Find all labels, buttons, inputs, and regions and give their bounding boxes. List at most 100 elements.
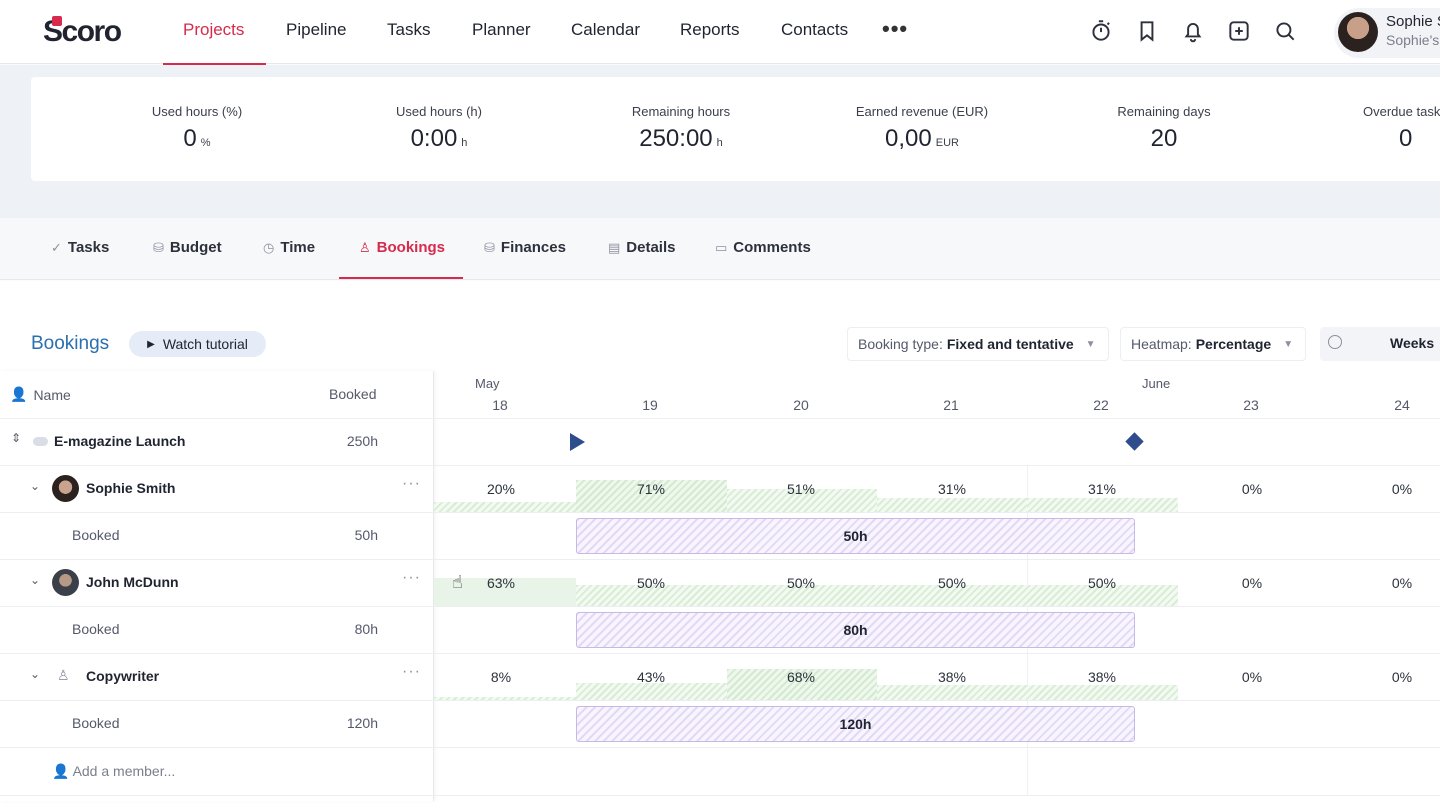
filter-value: Percentage (1195, 336, 1272, 352)
nav-contacts[interactable]: Contacts (781, 20, 849, 39)
member-row[interactable]: ⌄ Sophie Smith ··· (0, 465, 434, 512)
add-member-button[interactable]: 👤 Add a member... (52, 763, 175, 780)
heatmap-cell (877, 498, 1027, 512)
tab-budget[interactable]: ⛁ Budget (153, 239, 222, 256)
row-divider (0, 606, 1440, 607)
tab-active-indicator (339, 277, 463, 279)
view-selector[interactable]: Weeks (1320, 327, 1440, 361)
user-name: Sophie S (1386, 13, 1440, 30)
stat-label: Earned revenue (EUR) (855, 104, 989, 119)
add-person-icon: 👤 (52, 763, 70, 779)
percent-cell: 50% (636, 575, 666, 591)
member-row[interactable]: ⌄ John McDunn ··· (0, 559, 434, 606)
expand-collapse-icon[interactable]: ⇕ (11, 431, 22, 445)
nav-planner[interactable]: Planner (472, 20, 531, 39)
booked-label: Booked (72, 527, 120, 543)
project-tabs: ✓ Tasks ⛁ Budget ◷ Time ♙ Bookings ⛁ Finances… (0, 218, 1440, 280)
stat-remaining-hours: Remaining hours 250:00 h (581, 104, 781, 153)
zoom-out-icon[interactable] (1328, 335, 1342, 349)
booking-bar[interactable]: 120h (576, 706, 1135, 742)
percent-cell: 50% (1087, 575, 1117, 591)
booking-type-filter[interactable]: Booking type: Fixed and tentative ▼ (847, 327, 1109, 361)
stat-label: Remaining days (1117, 104, 1211, 119)
more-menu-button[interactable]: ••• (882, 16, 909, 41)
plus-square-icon[interactable] (1226, 18, 1252, 44)
percent-cell: 0% (1391, 575, 1413, 591)
row-menu-button[interactable]: ··· (402, 475, 421, 492)
week-label: 20 (793, 397, 809, 413)
avatar (52, 569, 79, 596)
add-person-icon: 👤 (10, 386, 28, 402)
week-label: 22 (1093, 397, 1109, 413)
booked-value: 80h (354, 621, 378, 637)
tab-tasks[interactable]: ✓ Tasks (51, 239, 109, 256)
search-icon[interactable] (1272, 18, 1298, 44)
booked-label: Booked (72, 621, 120, 637)
project-row[interactable]: ⇕ E-magazine Launch 250h (0, 418, 434, 465)
cloud-icon (33, 437, 48, 446)
chevron-down-icon[interactable]: ⌄ (30, 573, 41, 587)
row-menu-button[interactable]: ··· (402, 663, 421, 680)
nav-reports[interactable]: Reports (680, 20, 740, 39)
week-label: 19 (642, 397, 658, 413)
member-row[interactable]: ⌄ ♙ Copywriter ··· (0, 653, 434, 700)
row-menu-button[interactable]: ··· (402, 569, 421, 586)
nav-tasks[interactable]: Tasks (387, 20, 431, 39)
top-navigation: Scoro Projects Pipeline Tasks Planner Ca… (0, 0, 1440, 65)
heatmap-cell (1027, 498, 1178, 512)
watch-tutorial-button[interactable]: ▶ Watch tutorial (129, 331, 266, 357)
heatmap-cell (576, 683, 727, 700)
booking-bar[interactable]: 50h (576, 518, 1135, 554)
row-divider (0, 418, 1440, 419)
stat-label: Overdue task (1363, 104, 1440, 119)
booked-label: Booked (72, 715, 120, 731)
bell-icon[interactable] (1180, 18, 1206, 44)
row-divider (0, 795, 1440, 796)
tab-comments[interactable]: ▭ Comments (715, 239, 811, 256)
heatmap-cell (727, 669, 877, 700)
finances-icon: ⛁ (484, 239, 495, 255)
percent-cell: 38% (1087, 669, 1117, 685)
hand-cursor-icon: ☝ (452, 572, 463, 592)
tab-bookings[interactable]: ♙ Bookings (359, 239, 445, 256)
tab-label: Details (626, 239, 676, 256)
nav-projects[interactable]: Projects (183, 20, 245, 39)
budget-icon: ⛁ (153, 239, 164, 255)
heatmap-cell (576, 585, 1178, 606)
tab-label: Bookings (376, 239, 445, 256)
chevron-down-icon[interactable]: ⌄ (30, 479, 41, 493)
percent-cell: 50% (786, 575, 816, 591)
booking-bar[interactable]: 80h (576, 612, 1135, 648)
clock-icon: ◷ (263, 239, 275, 255)
user-menu[interactable]: Sophie S Sophie's (1334, 8, 1440, 58)
stopwatch-icon[interactable] (1088, 18, 1114, 44)
stat-used-hours: Used hours (h) 0:00 h (339, 104, 539, 153)
booked-row: Booked 50h (0, 512, 434, 559)
column-header-booked: Booked (329, 386, 377, 402)
column-header-name[interactable]: 👤 Name (10, 386, 71, 403)
percent-cell: 31% (937, 481, 967, 497)
stat-remaining-days: Remaining days 20 (1064, 104, 1264, 153)
comment-icon: ▭ (715, 239, 728, 255)
tab-time[interactable]: ◷ Time (263, 239, 315, 256)
user-avatar (1338, 12, 1378, 52)
project-start-marker[interactable] (570, 433, 585, 451)
booked-row: Booked 120h (0, 700, 434, 747)
stat-value: 0,00 (885, 125, 932, 152)
stat-used-hours-pct: Used hours (%) 0% (97, 104, 297, 153)
tab-details[interactable]: ▤ Details (608, 239, 676, 256)
bookmark-icon[interactable] (1134, 18, 1160, 44)
nav-calendar[interactable]: Calendar (571, 20, 640, 39)
stat-label: Remaining hours (631, 104, 731, 119)
chevron-down-icon[interactable]: ⌄ (30, 667, 41, 681)
percent-cell: 0% (1241, 669, 1263, 685)
heatmap-filter[interactable]: Heatmap: Percentage ▼ (1120, 327, 1306, 361)
stat-value: 0 (1399, 125, 1413, 152)
week-label: 23 (1243, 397, 1259, 413)
tab-label: Time (280, 239, 316, 256)
tab-label: Budget (169, 239, 222, 256)
tab-label: Tasks (67, 239, 110, 256)
nav-pipeline[interactable]: Pipeline (286, 20, 347, 39)
tab-finances[interactable]: ⛁ Finances (484, 239, 566, 256)
add-member-label: Add a member... (72, 763, 176, 779)
